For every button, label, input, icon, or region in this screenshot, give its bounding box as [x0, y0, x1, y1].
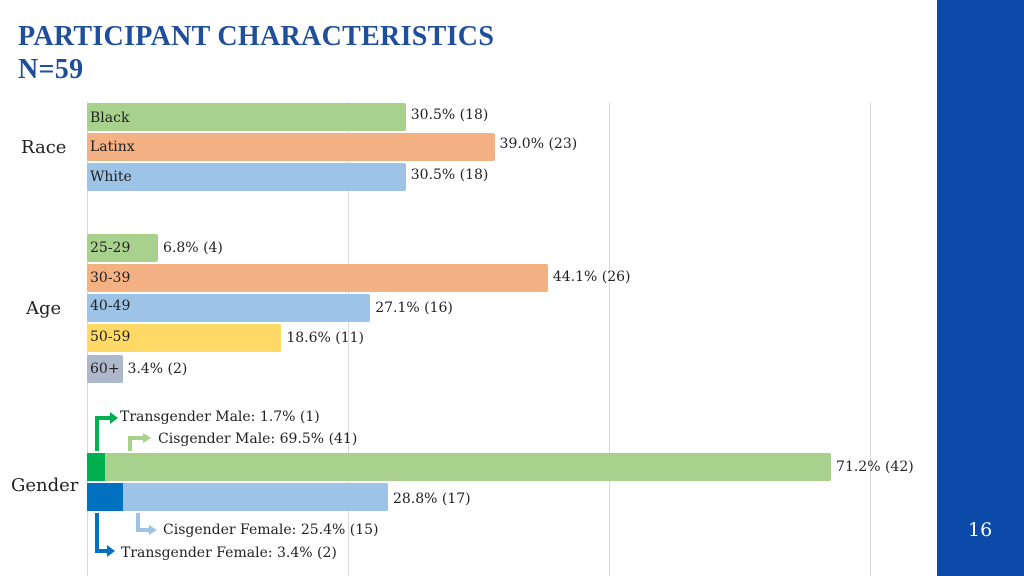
callout-cisgender-male: Cisgender Male: 69.5% (41)	[158, 431, 358, 447]
bar-label: 60+	[90, 361, 120, 377]
value-label: 27.1% (16)	[375, 300, 453, 316]
slide-title: PARTICIPANT CHARACTERISTICS N=59	[18, 20, 494, 86]
value-label: 3.4% (2)	[127, 361, 188, 377]
value-label: 30.5% (18)	[410, 167, 489, 183]
arrow-transgender-male	[95, 416, 110, 451]
bar-age-60-plus	[87, 355, 123, 383]
bar-label: 50-59	[90, 329, 131, 345]
bar-race-latinx	[87, 133, 495, 161]
arrow-cisgender-female	[136, 513, 149, 532]
arrow-head-cisgender-female	[149, 525, 157, 535]
value-label: 44.1% (26)	[552, 269, 631, 285]
sidebar-band	[937, 0, 1024, 576]
group-label-age: Age	[26, 298, 62, 319]
value-label: 28.8% (17)	[392, 491, 471, 507]
callout-cisgender-female: Cisgender Female: 25.4% (15)	[163, 522, 379, 538]
bar-race-white	[87, 163, 406, 191]
arrow-head-cisgender-male	[143, 433, 151, 443]
bar-age-30-39	[87, 264, 548, 292]
value-label: 39.0% (23)	[499, 136, 578, 152]
title-line-2: N=59	[18, 54, 84, 85]
bar-gender-cisgender-male	[104, 453, 832, 481]
group-label-gender: Gender	[11, 475, 79, 496]
value-label: 30.5% (18)	[410, 107, 489, 123]
bar-race-black	[87, 103, 406, 131]
bar-label: Black	[90, 110, 130, 126]
gridline	[609, 102, 610, 576]
arrow-cisgender-male	[128, 436, 143, 451]
bar-label: 25-29	[90, 240, 131, 256]
bar-label: Latinx	[90, 139, 135, 155]
slide-number: 16	[968, 519, 993, 541]
bar-gender-transgender-male	[87, 453, 105, 481]
bar-age-50-59	[87, 324, 282, 352]
bar-gender-transgender-female	[87, 483, 123, 511]
group-label-race: Race	[21, 137, 67, 158]
bar-label: 40-49	[90, 298, 131, 314]
callout-transgender-female: Transgender Female: 3.4% (2)	[121, 545, 337, 561]
gridline	[348, 102, 349, 576]
arrow-head-transgender-male	[110, 412, 118, 424]
arrow-head-transgender-female	[107, 545, 115, 557]
bar-age-25-29	[87, 234, 159, 262]
bar-label: White	[90, 169, 132, 185]
title-line-1: PARTICIPANT CHARACTERISTICS	[18, 21, 495, 52]
bar-age-40-49	[87, 294, 371, 322]
callout-transgender-male: Transgender Male: 1.7% (1)	[120, 409, 320, 425]
arrow-transgender-female	[95, 513, 107, 553]
value-label: 18.6% (11)	[286, 330, 365, 346]
value-label: 71.2% (42)	[836, 459, 914, 475]
gridline	[870, 102, 871, 576]
value-label: 6.8% (4)	[163, 240, 223, 256]
bar-gender-cisgender-female	[122, 483, 388, 511]
bar-label: 30-39	[90, 270, 131, 286]
